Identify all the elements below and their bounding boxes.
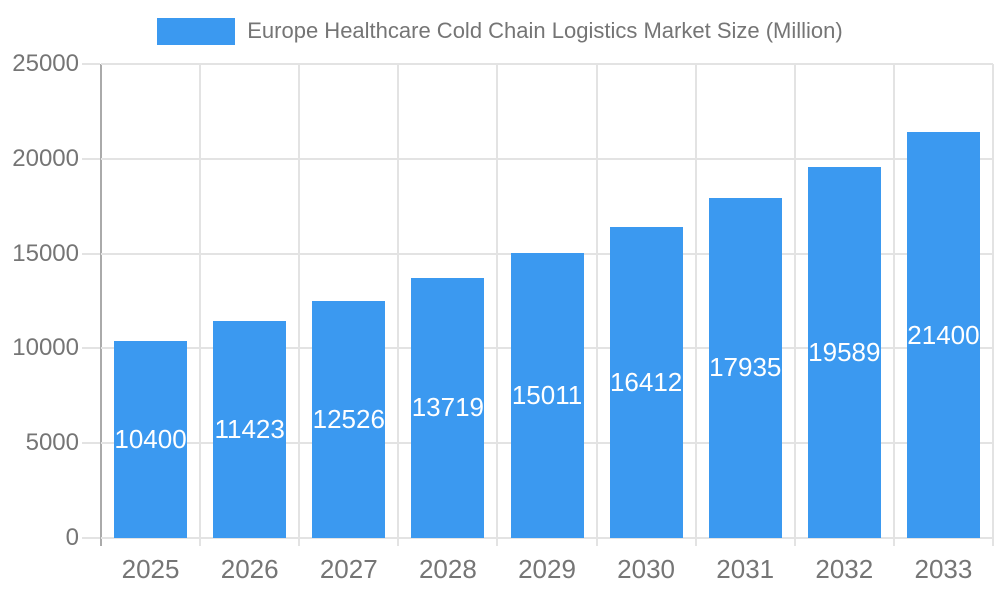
bar-value-label: 11423 bbox=[214, 414, 285, 445]
gridline-vertical bbox=[793, 64, 796, 538]
x-axis-tick bbox=[793, 538, 796, 546]
gridline-vertical bbox=[199, 64, 202, 538]
y-axis-tick bbox=[82, 347, 100, 350]
bar-value-label: 21400 bbox=[907, 319, 980, 350]
legend-label: Europe Healthcare Cold Chain Logistics M… bbox=[247, 18, 843, 43]
plot-right-border bbox=[992, 64, 994, 538]
gridline-horizontal bbox=[101, 63, 993, 65]
x-axis-tick bbox=[892, 538, 895, 546]
y-axis-label: 20000 bbox=[12, 144, 79, 172]
y-axis-label: 5000 bbox=[25, 429, 79, 457]
x-axis-label: 2031 bbox=[716, 554, 775, 584]
x-axis-label: 2033 bbox=[914, 554, 973, 584]
bar-value-label: 13719 bbox=[411, 392, 485, 423]
x-axis-label: 2028 bbox=[418, 554, 477, 584]
x-axis-label: 2030 bbox=[617, 554, 676, 584]
bar-value-label: 17935 bbox=[709, 352, 782, 383]
gridline-horizontal bbox=[101, 157, 993, 160]
x-axis-tick bbox=[397, 538, 400, 546]
x-axis-tick bbox=[496, 538, 499, 546]
y-axis-tick bbox=[82, 63, 100, 65]
x-axis-label: 2032 bbox=[815, 554, 874, 584]
bar-2032[interactable]: 19589 bbox=[807, 166, 881, 538]
gridline-horizontal bbox=[101, 537, 993, 539]
plot-area: 10400 11423 12526 13719 15011 16412 17935 19589… bbox=[82, 63, 994, 546]
bar-2033[interactable]: 21400 bbox=[906, 132, 980, 538]
gridline-vertical bbox=[595, 64, 598, 538]
y-axis-tick bbox=[82, 157, 100, 160]
bar-2027[interactable]: 12526 bbox=[312, 300, 386, 538]
y-axis-tick bbox=[82, 537, 100, 539]
bar-2029[interactable]: 15011 bbox=[510, 253, 584, 538]
x-axis-label: 2026 bbox=[220, 554, 279, 584]
y-axis-label: 0 bbox=[65, 524, 79, 551]
bar-value-label: 19589 bbox=[808, 336, 881, 367]
legend[interactable]: Europe Healthcare Cold Chain Logistics M… bbox=[0, 17, 1000, 45]
y-axis-label: 15000 bbox=[12, 239, 79, 267]
x-axis-tick bbox=[595, 538, 598, 546]
y-axis-label: 10000 bbox=[12, 334, 79, 362]
x-axis-label: 2027 bbox=[319, 554, 378, 584]
bar-2026[interactable]: 11423 bbox=[213, 321, 287, 538]
gridline-vertical bbox=[694, 64, 697, 538]
x-axis-label: 2025 bbox=[121, 554, 180, 584]
bar-value-label: 12526 bbox=[312, 403, 385, 434]
x-axis-tick bbox=[298, 538, 301, 546]
bar-2031[interactable]: 17935 bbox=[708, 197, 782, 538]
bar-2025[interactable]: 10400 bbox=[114, 340, 188, 538]
gridline-vertical bbox=[397, 64, 400, 538]
bar-value-label: 16412 bbox=[609, 366, 683, 397]
x-axis-tick bbox=[199, 538, 202, 546]
gridline-vertical bbox=[892, 64, 895, 538]
legend-swatch bbox=[157, 17, 236, 45]
bar-value-label: 10400 bbox=[114, 423, 187, 454]
y-axis-label: 25000 bbox=[12, 50, 79, 77]
y-axis-tick bbox=[82, 252, 100, 255]
gridline-vertical bbox=[496, 64, 499, 538]
bar-2030[interactable]: 16412 bbox=[609, 226, 683, 538]
bar-value-label: 15011 bbox=[511, 380, 583, 411]
x-axis-tick bbox=[992, 538, 994, 546]
gridline-vertical bbox=[298, 64, 301, 538]
x-axis-tick bbox=[694, 538, 697, 546]
bar-2028[interactable]: 13719 bbox=[411, 277, 485, 538]
y-axis-tick bbox=[82, 442, 100, 445]
x-axis-label: 2029 bbox=[518, 554, 576, 584]
y-axis-line bbox=[100, 64, 102, 546]
